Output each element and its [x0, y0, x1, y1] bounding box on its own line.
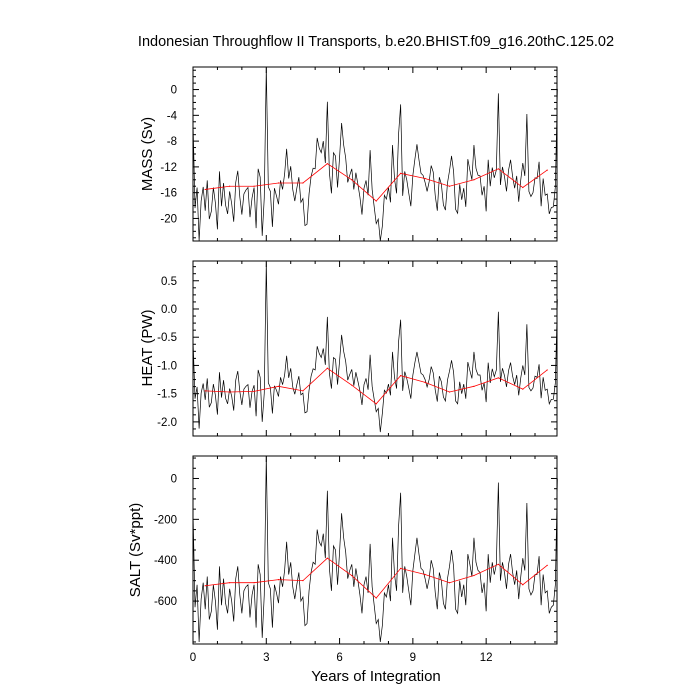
heat-annual-mean-point [473, 385, 475, 387]
heat-annual-mean-point [302, 390, 304, 392]
mass-ytick-label: -8 [167, 136, 177, 148]
salt-ticks [192, 456, 557, 644]
salt-annual-mean-point [497, 563, 499, 565]
mass-annual-mean-point [473, 179, 475, 181]
figure-title: Indonesian Throughflow II Transports, b.… [138, 34, 614, 50]
salt-annual-mean-points [204, 557, 548, 599]
mass-annual-mean-point [522, 186, 524, 189]
mass-monthly-line [192, 67, 558, 242]
heat-plot-frame [192, 260, 558, 437]
heat-ytick-label: 0.5 [161, 276, 177, 288]
x-axis-label: Years of Integration [311, 668, 441, 685]
salt-ytick-label: -200 [154, 514, 177, 526]
heat-annual-mean-point [277, 385, 280, 387]
salt-monthly-line [192, 455, 558, 643]
mass-annual-mean-point [253, 185, 255, 187]
salt-annual-mean-point [326, 557, 328, 559]
salt-annual-mean-point [473, 574, 475, 577]
salt-annual-mean-point [302, 580, 304, 582]
salt-annual-mean-point [522, 584, 524, 586]
mass-annual-mean-point [424, 177, 426, 180]
heat-annual-mean-point [375, 403, 377, 405]
mass-ytick-label: 0 [171, 85, 177, 97]
mass-annual-mean-point [448, 185, 451, 187]
mass-annual-mean-point [351, 179, 353, 181]
salt-xtick-label: 9 [410, 652, 416, 664]
heat-ytick-label: -1.5 [157, 389, 177, 401]
heat-annual-mean-point [424, 381, 426, 383]
mass-ytick-label: -12 [160, 162, 177, 174]
salt-annual-mean-point [424, 573, 426, 576]
mass-annual-mean-point [400, 172, 402, 174]
mass-panel: 0 -4 -8 -12 -16 -20 MASS (Sv) [139, 66, 558, 242]
heat-monthly-line [192, 262, 558, 433]
salt-annual-mean-point [375, 597, 377, 599]
salt-annual-mean-line [205, 557, 548, 599]
mass-annual-mean-point [302, 182, 304, 184]
mass-ytick-label: -20 [160, 213, 177, 225]
heat-ytick-label: -0.5 [157, 332, 177, 344]
salt-annual-mean-point [351, 574, 353, 577]
salt-panel: 0 -200 -400 -600 0 3 6 9 12 SALT (Sv*ppt) [127, 455, 558, 664]
heat-annual-mean-point [204, 390, 206, 392]
salt-annual-mean-point [277, 579, 280, 581]
salt-annual-mean-point [400, 567, 402, 569]
mass-annual-mean-point [277, 182, 280, 184]
salt-y-axis-label: SALT (Sv*ppt) [127, 503, 144, 597]
salt-annual-mean-point [253, 582, 255, 584]
heat-panel: 0.5 0.0 -0.5 -1.0 -1.5 -2.0 HEAT (PW) [139, 260, 558, 437]
heat-annual-mean-point [351, 384, 353, 386]
salt-ytick-label: -600 [154, 596, 177, 608]
salt-plot-frame [192, 455, 558, 645]
salt-ytick-label: 0 [171, 473, 177, 485]
mass-y-axis-label: MASS (Sv) [139, 117, 156, 191]
heat-annual-mean-point [546, 369, 548, 371]
mass-annual-mean-point [375, 200, 377, 202]
salt-annual-mean-point [229, 582, 231, 584]
heat-y-axis-label: HEAT (PW) [139, 310, 156, 387]
heat-annual-mean-point [326, 367, 328, 369]
heat-annual-mean-point [253, 390, 255, 393]
mass-ytick-labels: 0 -4 -8 -12 -16 -20 [160, 85, 177, 226]
heat-ytick-label: -1.0 [157, 360, 177, 372]
heat-annual-mean-point [522, 388, 524, 390]
mass-annual-mean-point [497, 168, 499, 170]
heat-ytick-label: 0.0 [161, 304, 177, 316]
mass-annual-mean-point [229, 185, 231, 187]
mass-annual-mean-point [204, 188, 206, 191]
heat-annual-mean-points [204, 367, 548, 405]
salt-xtick-label: 3 [263, 652, 269, 664]
heat-annual-mean-point [229, 391, 231, 393]
salt-ytick-label: -400 [154, 555, 177, 567]
mass-ytick-label: -16 [160, 188, 177, 200]
salt-xtick-labels: 0 3 6 9 12 [190, 652, 493, 664]
salt-annual-mean-point [448, 582, 451, 584]
heat-annual-mean-point [400, 374, 402, 377]
mass-annual-mean-line [205, 163, 548, 202]
salt-xtick-label: 12 [480, 652, 493, 664]
salt-ytick-labels: 0 -200 -400 -600 [154, 473, 177, 608]
heat-annual-mean-point [448, 391, 451, 393]
heat-ytick-labels: 0.5 0.0 -0.5 -1.0 -1.5 -2.0 [157, 276, 177, 429]
heat-annual-mean-point [497, 377, 499, 379]
salt-annual-mean-point [204, 585, 206, 587]
mass-ytick-label: -4 [167, 110, 178, 122]
heat-ticks [192, 261, 557, 437]
mass-ticks [192, 67, 557, 241]
salt-xtick-label: 6 [336, 652, 342, 664]
mass-annual-mean-point [546, 169, 548, 171]
salt-annual-mean-point [546, 564, 548, 566]
heat-annual-mean-line [205, 367, 548, 405]
mass-annual-mean-point [326, 163, 328, 165]
heat-ytick-label: -2.0 [157, 417, 177, 429]
mass-annual-mean-points [204, 163, 548, 202]
salt-xtick-label: 0 [190, 652, 196, 664]
